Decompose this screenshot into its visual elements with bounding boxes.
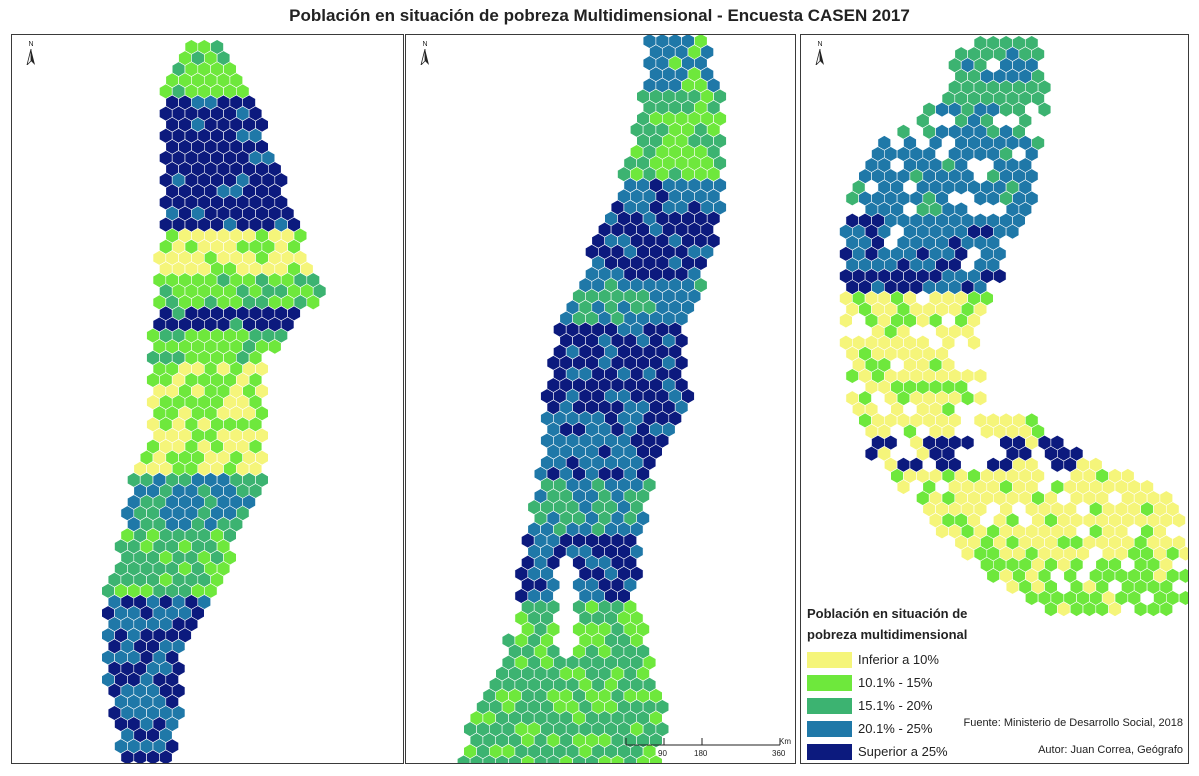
hex-cell (585, 754, 599, 763)
hex-cell (960, 434, 975, 451)
hex-cell (973, 390, 988, 406)
legend-title-line-1: Población en situación de (807, 606, 968, 621)
hex-map-north (101, 39, 327, 763)
north-arrow-label: N (817, 41, 823, 48)
hex-cell (1178, 568, 1188, 584)
hex-cell (1159, 601, 1174, 617)
hex-cell (533, 754, 548, 763)
north-arrow-icon (420, 49, 429, 65)
map-panel-central: N 90 180 360 Km (405, 34, 796, 764)
north-arrow-label: N (28, 41, 34, 48)
legend-item-1: Inferior a 10% (807, 648, 1067, 671)
hex-cell (495, 754, 509, 763)
hex-cell (649, 754, 663, 763)
north-arrow-icon (815, 49, 824, 65)
author-note: Autor: Juan Correa, Geógrafo (1038, 744, 1183, 756)
hex-cell (508, 754, 522, 763)
scale-tick-90: 90 (658, 749, 667, 758)
hex-cell (1178, 545, 1188, 562)
hex-cell (572, 754, 586, 763)
hex-cell (1108, 601, 1122, 617)
legend-title-line-2: pobreza multidimensional (807, 627, 968, 642)
legend-item-3: 15.1% - 20% (807, 694, 1067, 717)
north-arrow: N (24, 41, 38, 65)
hex-cell (839, 312, 853, 329)
scale-unit: Km (779, 737, 791, 746)
map-title: Población en situación de pobreza Multid… (289, 6, 910, 25)
hex-cell (482, 754, 496, 763)
legend-swatch-2 (807, 674, 852, 691)
scale-bar-graphic (625, 738, 781, 746)
hex-cell (967, 334, 981, 351)
hex-cell (1178, 590, 1188, 606)
legend-item-4: 20.1% - 25% (807, 717, 1067, 740)
map-panel-south: N Población en situación de pobreza mult… (800, 34, 1189, 764)
north-arrow-label: N (422, 41, 428, 48)
scale-bar: 90 180 360 Km (624, 735, 792, 761)
legend-swatch-1 (807, 651, 852, 668)
legend-item-5: Superior a 25% (807, 740, 1067, 763)
legend-label-3: 15.1% - 20% (858, 698, 933, 713)
hex-cell (159, 749, 173, 763)
hex-cell (1172, 512, 1186, 529)
north-arrow: N (418, 41, 432, 65)
scale-tick-360: 360 (772, 749, 786, 758)
hex-cell (598, 754, 612, 763)
legend-swatch-5 (807, 743, 852, 760)
map-panel-north: N (11, 34, 404, 764)
hex-cell (546, 754, 561, 763)
hex-cell (1005, 223, 1020, 240)
hex-cell (559, 754, 573, 763)
hex-cell (1037, 101, 1052, 118)
hex-map-south (839, 35, 1188, 617)
legend-label-1: Inferior a 10% (858, 652, 939, 667)
legend-label-2: 10.1% - 15% (858, 675, 933, 690)
legend-swatch-4 (807, 720, 852, 737)
hex-map-central (456, 35, 727, 763)
legend-title: Población en situación de pobreza multid… (807, 603, 1067, 645)
north-arrow-icon (26, 49, 35, 65)
hex-cell (456, 754, 471, 763)
scale-tick-180: 180 (694, 749, 708, 758)
hex-cell (521, 754, 535, 763)
hex-cell (896, 479, 911, 495)
north-arrow: N (813, 41, 827, 65)
source-note: Fuente: Ministerio de Desarrollo Social,… (963, 717, 1183, 729)
hex-cell (610, 754, 625, 763)
hex-cell (973, 368, 988, 384)
legend-swatch-3 (807, 697, 852, 714)
hex-cell (623, 754, 637, 763)
legend-label-4: 20.1% - 25% (858, 721, 933, 736)
legend: Población en situación de pobreza multid… (807, 603, 1067, 763)
legend-item-2: 10.1% - 15% (807, 671, 1067, 694)
hex-cell (267, 338, 282, 355)
hex-cell (306, 294, 320, 311)
legend-label-5: Superior a 25% (858, 744, 948, 759)
hex-cell (993, 268, 1007, 284)
hex-cell (636, 754, 650, 763)
hex-cell (469, 754, 484, 763)
